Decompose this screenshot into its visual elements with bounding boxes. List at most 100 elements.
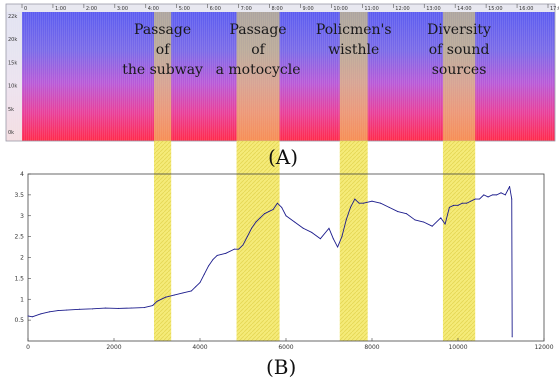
data-point [457,204,459,206]
data-point [405,213,407,215]
data-point [165,296,167,298]
data-point [259,217,261,219]
time-tick-label: 16:00 [519,6,533,12]
freq-tick-label: 0k [8,130,14,136]
time-tick-label: 14:00 [457,6,471,12]
highlight-band-bottom-4 [442,141,476,341]
data-point [276,202,278,204]
data-point [448,206,450,208]
y-tick-label: 2 [20,255,24,262]
x-axis: 0 2000 4000 6000 8000 10000 12000 [26,338,554,351]
data-point [337,246,339,248]
annotation-2-line-3: a motocycle [216,62,301,78]
time-tick-label: 8:00 [272,6,283,12]
data-point [371,200,373,202]
data-point [27,315,29,317]
data-point [431,225,433,227]
annotation-3-line-2: wisthle [328,42,379,58]
data-point [143,307,145,309]
data-point [470,200,472,202]
data-point [444,223,446,225]
y-tick-label: 3.5 [14,192,24,199]
data-point [31,316,33,318]
data-point [474,198,476,200]
data-point [216,254,218,256]
data-point [354,198,356,200]
data-point [388,206,390,208]
time-tick-label: 10:00 [333,6,347,12]
data-point [358,202,360,204]
frequency-axis: 22k 20k 15k 10k 5k 0k [8,14,17,136]
time-tick-label: 12:00 [395,6,409,12]
data-point [251,227,253,229]
data-point [294,221,296,223]
spectrogram-frame [5,3,556,142]
time-tick-label: 15:00 [488,6,502,12]
annotation-4-line-1: Diversity [427,22,491,38]
data-point [504,194,506,196]
data-point [328,227,330,229]
x-tick-label: 8000 [364,344,379,351]
y-tick-label: 1.5 [14,275,24,282]
data-point [242,244,244,246]
data-point [440,217,442,219]
series-group [27,186,513,338]
data-point [511,198,513,200]
data-point [272,208,274,210]
freq-tick-label: 22k [8,14,17,20]
data-point [414,219,416,221]
data-point [92,308,93,310]
data-point [195,286,197,288]
data-point [506,190,508,192]
time-tick-label: 0 [24,6,27,12]
highlight-band-bottom-3 [339,141,368,341]
data-point [199,282,201,284]
data-point [66,309,68,311]
data-point [40,313,42,315]
x-tick-label: 6000 [278,344,293,351]
data-point [496,194,498,196]
highlight-band-bottom-1 [153,141,172,341]
freq-tick-label: 10k [8,84,17,90]
data-point [487,196,489,198]
annotation-3-line-1: Policmen's [316,22,392,38]
time-tick-label: 11:00 [364,6,378,12]
freq-tick-label: 15k [8,60,17,66]
highlight-band-top-2 [236,12,280,141]
data-point [461,202,463,204]
time-tick-label: 6:00 [210,6,221,12]
data-point [332,238,334,240]
x-tick-label: 2000 [106,344,121,351]
x-tick-label: 4000 [192,344,207,351]
annotation-4-line-3: sources [432,62,487,78]
time-tick-label: 4:00 [148,6,159,12]
data-point [345,219,347,221]
data-point [500,192,502,194]
line-chart-panel: 0.5 1 1.5 2 2.5 3 3.5 4 0 2000 4000 6000 8000 10000 1… [14,171,553,351]
time-axis: 0 1:00 2:00 3:00 4:00 5:00 6:00 7:00 8:00 9:00 10:… [21,4,559,12]
data-point [182,292,184,294]
data-point [268,211,270,213]
data-point [511,336,513,338]
data-point [483,194,485,196]
data-point [350,206,351,208]
data-point [319,238,321,240]
x-tick-label: 12000 [534,344,553,351]
highlight-band-top-1 [153,12,172,141]
panel-b-label: (B) [266,355,297,379]
time-tick-label: 13:00 [426,6,440,12]
data-point [491,194,493,196]
freq-tick-label: 20k [8,37,17,43]
y-axis: 0.5 1 1.5 2 2.5 3 3.5 4 [14,171,31,324]
x-tick-label: 10000 [448,344,467,351]
annotation-4-line-2: of sound [429,42,490,58]
data-point [509,186,511,188]
data-point [212,259,214,261]
time-tick-label: 7:00 [241,6,252,12]
data-point [203,273,205,275]
highlight-bands [153,12,476,341]
spectrogram-annotations: Passage of the subway Passage of a motocycle P… [122,22,491,78]
freq-tick-label: 5k [8,107,14,113]
y-tick-label: 0.5 [14,317,24,324]
data-point [281,206,283,208]
